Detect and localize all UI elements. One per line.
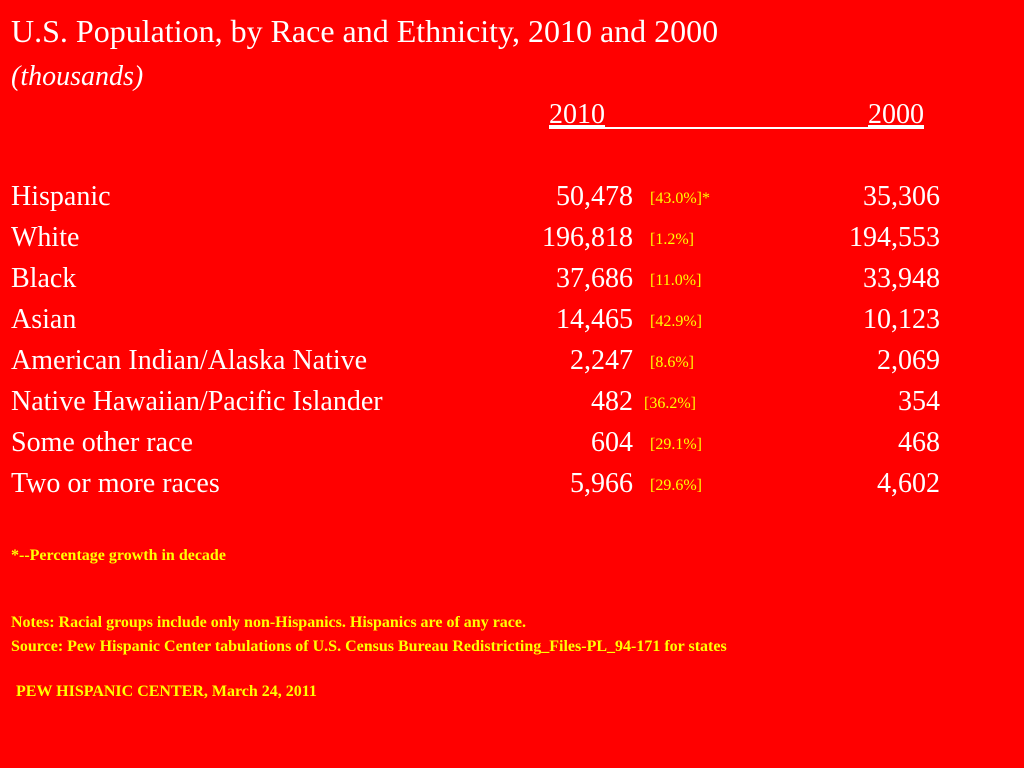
table-row: Hispanic 50,478 [43.0%]* 35,306 (0, 178, 1024, 219)
value-2010: 37,686 (556, 263, 633, 294)
table-row: Two or more races 5,966 [29.6%] 4,602 (0, 465, 1024, 506)
value-2000: 35,306 (863, 181, 940, 212)
growth-percent: [1.2%] (650, 231, 694, 248)
table-row: American Indian/Alaska Native 2,247 [8.6… (0, 342, 1024, 383)
value-2000: 354 (898, 386, 940, 417)
population-table: Hispanic 50,478 [43.0%]* 35,306 White 19… (0, 178, 1024, 506)
growth-percent: [11.0%] (650, 272, 702, 289)
value-2000: 33,948 (863, 263, 940, 294)
value-2010: 482 (591, 386, 633, 417)
value-2010: 14,465 (556, 304, 633, 335)
source-text: Source: Pew Hispanic Center tabulations … (11, 638, 727, 655)
table-row: Asian 14,465 [42.9%] 10,123 (0, 301, 1024, 342)
row-label: Some other race (11, 427, 193, 458)
footnote: *--Percentage growth in decade (11, 547, 226, 564)
row-label: White (11, 222, 80, 253)
value-2000: 10,123 (863, 304, 940, 335)
value-2000: 194,553 (849, 222, 940, 253)
row-label: American Indian/Alaska Native (11, 345, 368, 376)
value-2010: 196,818 (542, 222, 633, 253)
credit-line: PEW HISPANIC CENTER, March 24, 2011 (16, 683, 317, 700)
value-2000: 4,602 (877, 468, 940, 499)
growth-percent: [43.0%]* (650, 190, 710, 207)
notes-block: Notes: Racial groups include only non-Hi… (11, 611, 727, 659)
row-label: Two or more races (11, 468, 220, 499)
value-2000: 2,069 (877, 345, 940, 376)
header-underline (549, 127, 924, 129)
table-row: Native Hawaiian/Pacific Islander 482 [36… (0, 383, 1024, 424)
growth-percent: [42.9%] (650, 313, 702, 330)
table-row: White 196,818 [1.2%] 194,553 (0, 219, 1024, 260)
slide-title: U.S. Population, by Race and Ethnicity, … (11, 13, 719, 49)
growth-percent: [29.6%] (650, 477, 702, 494)
units-subtitle: (thousands) (11, 61, 144, 92)
table-row: Some other race 604 [29.1%] 468 (0, 424, 1024, 465)
value-2010: 2,247 (570, 345, 633, 376)
row-label: Hispanic (11, 181, 111, 212)
value-2010: 5,966 (570, 468, 633, 499)
column-header-2000: 2000 (868, 99, 924, 130)
growth-percent: [8.6%] (650, 354, 694, 371)
value-2000: 468 (898, 427, 940, 458)
column-header-2010: 2010 (549, 99, 605, 130)
growth-percent: [36.2%] (644, 395, 696, 412)
row-label: Native Hawaiian/Pacific Islander (11, 386, 383, 417)
row-label: Black (11, 263, 77, 294)
table-row: Black 37,686 [11.0%] 33,948 (0, 260, 1024, 301)
value-2010: 604 (591, 427, 633, 458)
notes-text: Notes: Racial groups include only non-Hi… (11, 614, 526, 631)
growth-percent: [29.1%] (650, 436, 702, 453)
row-label: Asian (11, 304, 77, 335)
value-2010: 50,478 (556, 181, 633, 212)
